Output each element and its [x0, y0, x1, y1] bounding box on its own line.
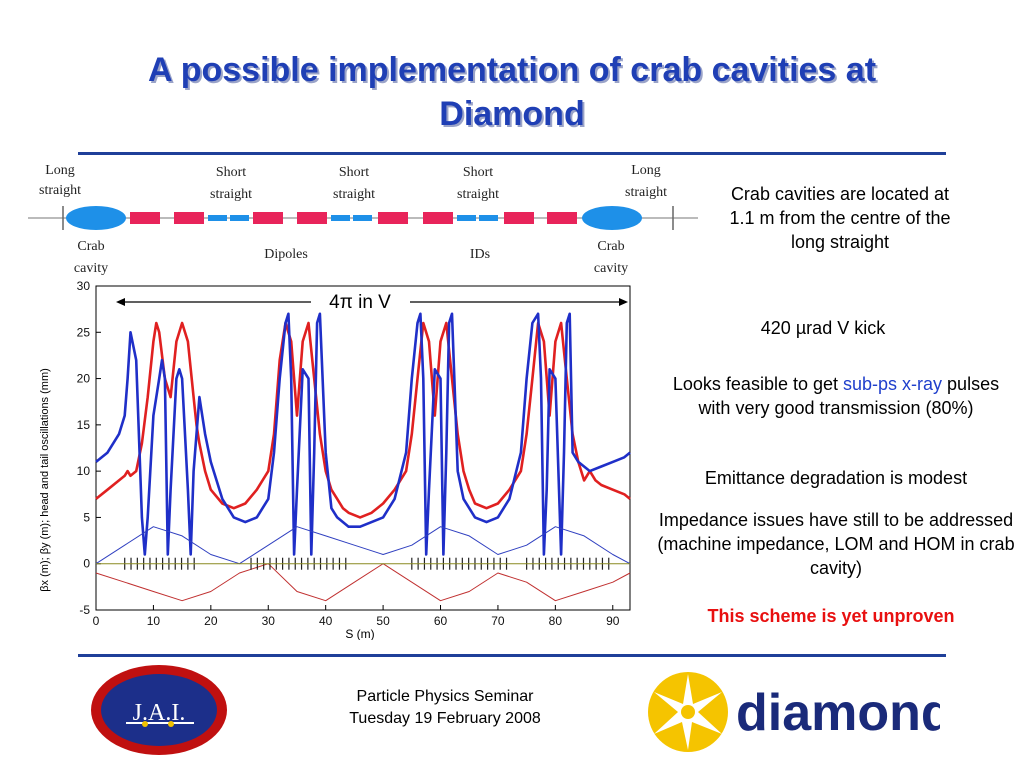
label-short-straight-3b: straight	[457, 187, 499, 202]
quad	[208, 215, 227, 221]
quad	[230, 215, 249, 221]
crab-cavity-right	[582, 206, 642, 230]
label-short-straight-1: Short	[216, 165, 246, 180]
crab-cavity-left	[66, 206, 126, 230]
emittance-note: Emittance degradation is modest	[704, 468, 968, 488]
dipole	[423, 212, 453, 224]
plot-axes	[95, 285, 631, 611]
magnet-markers	[96, 557, 630, 570]
title-line-1: A possible implementation of crab caviti…	[147, 51, 877, 89]
y-tick-label: 5	[83, 510, 90, 524]
top-divider	[78, 152, 946, 155]
arrowhead-left	[116, 298, 125, 306]
label-long-straight-left: Long	[45, 163, 75, 178]
footer-date: Tuesday 19 February 2008	[349, 710, 541, 727]
dipole	[378, 212, 408, 224]
diamond-logo-text: diamond	[736, 684, 940, 742]
label-crab-left: Crab	[77, 239, 104, 254]
kick-note: 420 µrad V kick	[760, 318, 886, 338]
series-line	[95, 563, 631, 602]
unproven-note: This scheme is yet unproven	[707, 606, 955, 626]
label-long-straight-right-2: straight	[625, 185, 667, 200]
x-tick-label: 70	[491, 614, 505, 628]
y-tick-label: 15	[77, 418, 91, 432]
quad	[353, 215, 372, 221]
plot-series	[95, 312, 631, 602]
footer-seminar: Particle Physics Seminar	[356, 688, 534, 705]
jai-logo-text: J.A.I.	[133, 700, 186, 726]
jai-logo: J.A.I.	[91, 665, 227, 755]
x-tick-label: 0	[93, 614, 100, 628]
diamond-logo: diamond	[648, 672, 940, 752]
label-dipoles: Dipoles	[264, 247, 308, 262]
dipole	[547, 212, 577, 224]
quad	[331, 215, 350, 221]
x-tick-label: 20	[204, 614, 218, 628]
y-axis-label: βx (m); βy (m); head and tail oscillatio…	[39, 368, 51, 592]
x-tick-label: 40	[319, 614, 333, 628]
feasibility-text-end: pulses with very good transmission (80%)	[698, 374, 1000, 418]
feasibility-highlight: sub-ps x-ray	[843, 374, 943, 394]
bottom-divider	[78, 654, 946, 657]
label-short-straight-3: Short	[463, 165, 493, 180]
jai-logo-center	[101, 674, 217, 746]
y-tick-label: 0	[83, 557, 90, 571]
diamond-starburst-icon	[648, 672, 728, 752]
series-line	[95, 526, 631, 565]
label-ids: IDs	[470, 247, 490, 262]
x-axis-label: S (m)	[345, 627, 374, 640]
slide-title: A possible implementation of crab caviti…	[60, 48, 964, 136]
x-tick-label: 90	[606, 614, 620, 628]
dipole	[130, 212, 160, 224]
label-short-straight-1b: straight	[210, 187, 252, 202]
x-tick-label: 60	[434, 614, 448, 628]
x-tick-label: 10	[147, 614, 161, 628]
label-short-straight-2: Short	[339, 165, 369, 180]
span-label: 4π in V	[329, 292, 391, 313]
feasibility-text-start: Looks feasible to get	[672, 374, 844, 394]
footer-event: Particle Physics Seminar Tuesday 19 Febr…	[300, 686, 590, 730]
arrowhead-right	[619, 298, 628, 306]
x-tick-label: 80	[549, 614, 563, 628]
label-long-straight-left-2: straight	[39, 183, 81, 198]
label-crab-left-2: cavity	[74, 261, 108, 276]
series-line	[95, 321, 631, 519]
y-tick-label: 25	[77, 325, 91, 339]
y-tick-label: 20	[77, 372, 91, 386]
dipole	[253, 212, 283, 224]
label-short-straight-2b: straight	[333, 187, 375, 202]
y-tick-label: 30	[77, 280, 91, 293]
quad	[479, 215, 498, 221]
feasibility-note: Looks feasible to get sub-ps x-ray pulse…	[656, 372, 1016, 420]
label-long-straight-right: Long	[631, 163, 661, 178]
x-tick-label: 50	[376, 614, 390, 628]
dipole	[297, 212, 327, 224]
series-line	[95, 312, 631, 556]
quad	[457, 215, 476, 221]
x-tick-label: 30	[262, 614, 276, 628]
lattice-diagram: Long straight Short straight Short strai…	[28, 163, 698, 276]
impedance-note: Impedance issues have still to be addres…	[657, 510, 1015, 578]
label-crab-right-2: cavity	[594, 261, 628, 276]
crab-location-note: Crab cavities are located at 1.1 m from …	[729, 184, 951, 252]
y-tick-label: 10	[77, 464, 91, 478]
title-line-2: Diamond	[439, 95, 585, 133]
dipole	[504, 212, 534, 224]
y-tick-label: -5	[79, 603, 90, 617]
label-crab-right: Crab	[597, 239, 624, 254]
dipole	[174, 212, 204, 224]
plot-frame	[95, 285, 631, 611]
